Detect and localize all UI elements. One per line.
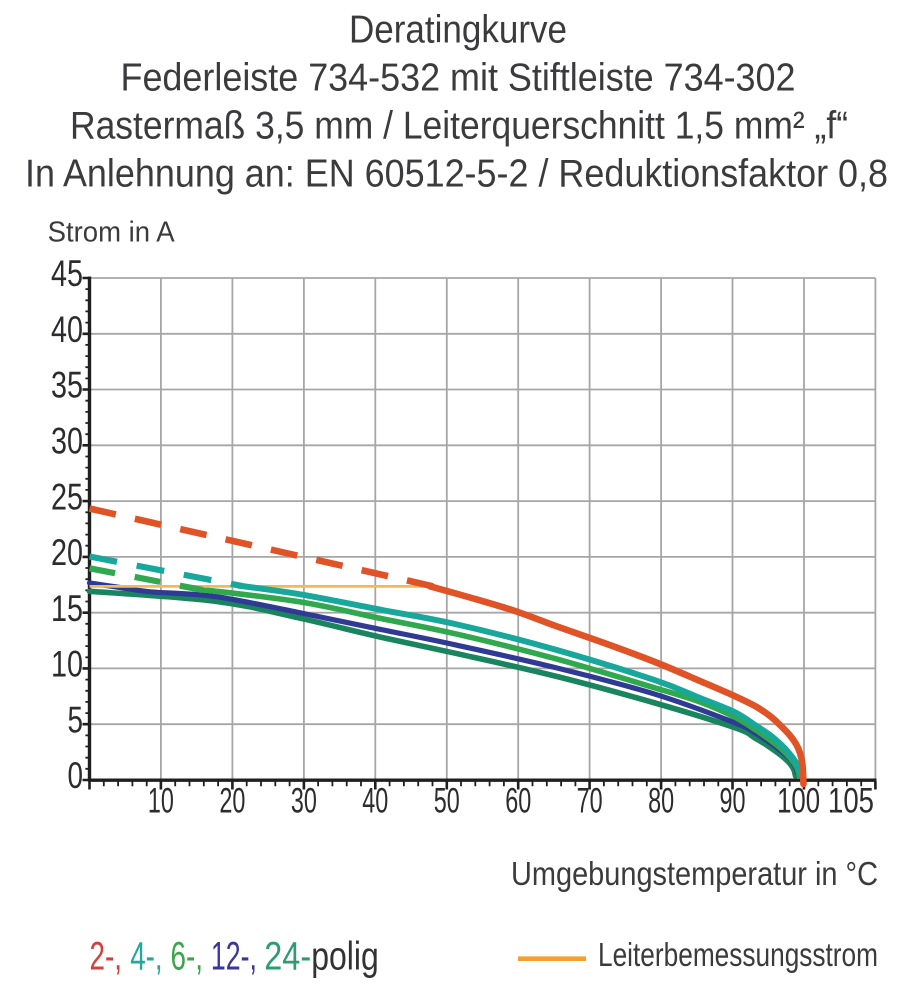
svg-text:In Anlehnung an: EN 60512-5-2: In Anlehnung an: EN 60512-5-2 / Reduktio… <box>25 153 888 196</box>
svg-text:30: 30 <box>51 421 83 462</box>
svg-text:6-,: 6-, <box>171 935 203 979</box>
svg-text:0: 0 <box>68 755 84 796</box>
svg-text:Federleiste 734-532 mit Stiftl: Federleiste 734-532 mit Stiftleiste 734-… <box>121 57 796 100</box>
svg-text:Strom in A: Strom in A <box>48 217 176 249</box>
svg-text:12-,: 12-, <box>211 934 257 979</box>
svg-text:5: 5 <box>68 699 84 740</box>
svg-text:10: 10 <box>148 782 174 821</box>
svg-text:40: 40 <box>362 782 388 821</box>
svg-text:35: 35 <box>51 365 83 406</box>
svg-text:Umgebungstemperatur in °C: Umgebungstemperatur in °C <box>511 856 878 893</box>
svg-text:4-,: 4-, <box>130 935 162 979</box>
svg-text:polig: polig <box>311 933 379 978</box>
svg-text:20: 20 <box>219 782 245 821</box>
svg-text:25: 25 <box>51 476 83 517</box>
svg-text:45: 45 <box>51 253 83 294</box>
svg-text:80: 80 <box>648 782 674 821</box>
svg-text:100: 100 <box>777 782 820 821</box>
svg-text:Rastermaß 3,5 mm / Leiterquers: Rastermaß 3,5 mm / Leiterquerschnitt 1,5… <box>70 105 848 148</box>
svg-text:Leiterbemessungsstrom: Leiterbemessungsstrom <box>598 937 878 974</box>
svg-text:30: 30 <box>291 782 317 821</box>
svg-text:90: 90 <box>720 782 746 821</box>
svg-text:105: 105 <box>828 782 874 821</box>
svg-text:Deratingkurve: Deratingkurve <box>349 9 567 52</box>
svg-text:70: 70 <box>577 782 603 821</box>
svg-text:60: 60 <box>505 782 531 821</box>
svg-text:10: 10 <box>51 644 83 685</box>
svg-text:15: 15 <box>51 588 83 629</box>
svg-text:20: 20 <box>51 532 83 573</box>
svg-text:24-: 24- <box>264 933 311 978</box>
svg-text:50: 50 <box>434 782 460 821</box>
svg-text:2-,: 2-, <box>90 935 122 979</box>
svg-text:40: 40 <box>51 309 83 350</box>
